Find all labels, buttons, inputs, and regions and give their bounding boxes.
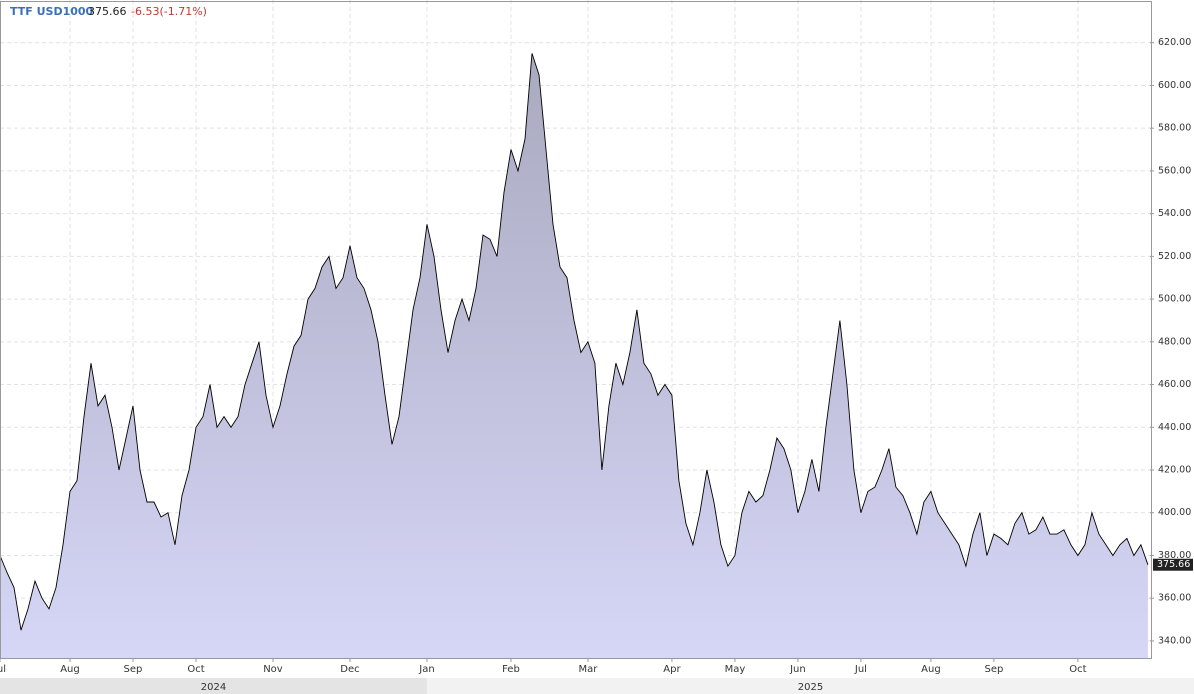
y-tick-label: 360.00 — [1158, 593, 1191, 604]
x-tick-label: Oct — [1069, 664, 1086, 675]
y-tick-label: 620.00 — [1158, 37, 1191, 48]
y-tick-label: 580.00 — [1158, 123, 1191, 134]
y-tick-label: 460.00 — [1158, 379, 1191, 390]
x-tick-label: Jun — [789, 664, 806, 675]
x-tick-label: May — [725, 664, 746, 675]
x-tick-label: Dec — [340, 664, 359, 675]
year-band — [0, 678, 427, 694]
x-tick-label: Jul — [0, 664, 6, 675]
year-band — [426, 678, 1194, 694]
x-tick-label: Mar — [579, 664, 599, 675]
axes: 340.00 360.00 380.00 400.00 420.00 440.00 460.… — [0, 37, 1194, 694]
last-price-tag — [1153, 558, 1193, 571]
price-line — [0, 53, 1149, 631]
y-tick-label: 340.00 — [1158, 635, 1191, 646]
y-tick-label: 540.00 — [1158, 208, 1191, 219]
y-tick-label: 520.00 — [1158, 251, 1191, 262]
y-tick-label: 380.00 — [1158, 550, 1191, 561]
year-label: 2025 — [798, 682, 823, 693]
plot — [0, 53, 1149, 658]
x-tick-label: Nov — [263, 664, 283, 675]
x-tick-label: Jul — [854, 664, 867, 675]
price-change: -6.53(-1.71%) — [131, 5, 207, 18]
y-tick-label: 440.00 — [1158, 422, 1191, 433]
y-tick-label: 480.00 — [1158, 336, 1191, 347]
last-price: 375.66 — [88, 5, 127, 18]
y-tick-label: 400.00 — [1158, 507, 1191, 518]
symbol: TTF USD1000 — [10, 5, 94, 18]
x-tick-label: Aug — [60, 664, 80, 675]
x-tick-label: Aug — [921, 664, 941, 675]
y-tick-label: 420.00 — [1158, 465, 1191, 476]
plot-border — [0, 1, 1152, 659]
year-label: 2024 — [201, 682, 226, 693]
y-tick-label: 600.00 — [1158, 80, 1191, 91]
x-tick-label: Oct — [187, 664, 204, 675]
x-tick-label: Sep — [984, 664, 1003, 675]
x-tick-label: Jan — [418, 664, 434, 675]
x-tick-label: Apr — [663, 664, 681, 675]
x-tick-label: Sep — [124, 664, 143, 675]
last-price-tag-label: 375.66 — [1157, 559, 1190, 570]
x-axis-band — [0, 659, 1194, 679]
area — [0, 53, 1148, 658]
x-tick-label: Feb — [502, 664, 520, 675]
y-tick-label: 500.00 — [1158, 294, 1191, 305]
y-tick-label: 560.00 — [1158, 165, 1191, 176]
